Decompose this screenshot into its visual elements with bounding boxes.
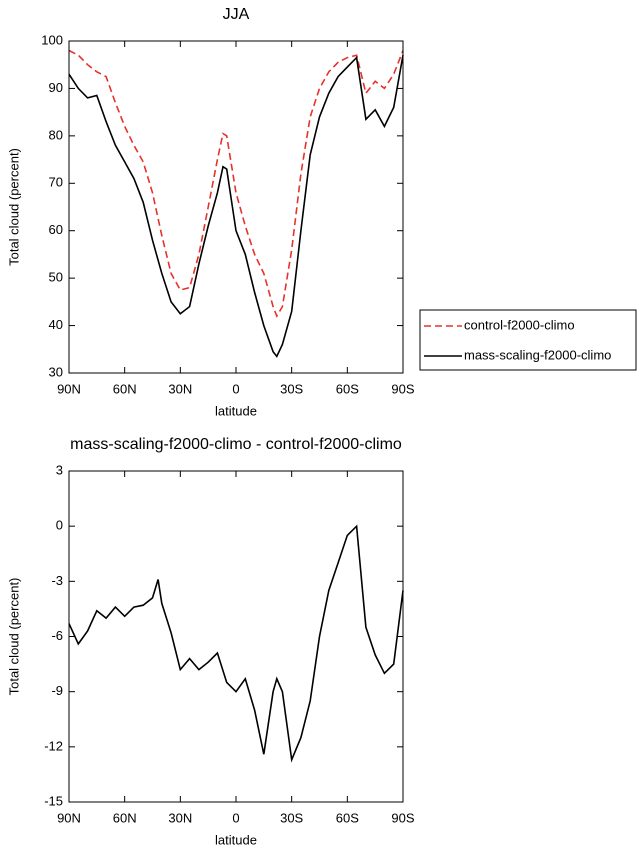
x-tick-label: 30N	[168, 810, 192, 825]
y-tick-label: -12	[44, 738, 63, 753]
y-tick-label: 0	[56, 518, 63, 533]
x-tick-label: 60S	[336, 810, 359, 825]
x-tick-label: 30S	[280, 810, 303, 825]
x-tick-label: 90S	[391, 810, 414, 825]
x-tick-label: 30S	[280, 381, 303, 396]
y-axis-label: Total cloud (percent)	[6, 578, 21, 696]
y-tick-label: 3	[56, 462, 63, 477]
x-axis-label: latitude	[215, 832, 257, 847]
x-tick-label: 90N	[57, 381, 81, 396]
chart-title: mass-scaling-f2000-climo - control-f2000…	[70, 436, 402, 453]
plot-frame	[68, 470, 404, 803]
plot-frame	[68, 40, 404, 374]
y-tick-label: 60	[49, 222, 63, 237]
y-tick-label: 50	[49, 270, 63, 285]
chart-title: JJA	[223, 6, 250, 23]
y-tick-label: 70	[49, 175, 63, 190]
y-tick-label: 40	[49, 317, 63, 332]
y-tick-label: -6	[51, 628, 63, 643]
x-tick-label: 30N	[168, 381, 192, 396]
x-tick-label: 60N	[113, 381, 137, 396]
data-line	[68, 49, 404, 318]
data-line	[68, 55, 404, 358]
y-tick-label: 100	[41, 32, 63, 47]
x-tick-label: 0	[232, 810, 239, 825]
x-tick-label: 0	[232, 381, 239, 396]
x-axis-label: latitude	[215, 403, 257, 418]
legend-label: mass-scaling-f2000-climo	[464, 347, 611, 362]
y-tick-label: -15	[44, 793, 63, 808]
legend-label: control-f2000-climo	[464, 317, 575, 332]
y-tick-label: 30	[49, 364, 63, 379]
y-tick-label: -3	[51, 573, 63, 588]
x-tick-label: 60S	[336, 381, 359, 396]
y-tick-label: 90	[49, 80, 63, 95]
legend-box	[419, 309, 637, 371]
y-axis-label: Total cloud (percent)	[6, 148, 21, 266]
y-tick-label: 80	[49, 127, 63, 142]
data-line	[68, 524, 404, 763]
x-tick-label: 60N	[113, 810, 137, 825]
x-tick-label: 90S	[391, 381, 414, 396]
y-tick-label: -9	[51, 683, 63, 698]
x-tick-label: 90N	[57, 810, 81, 825]
